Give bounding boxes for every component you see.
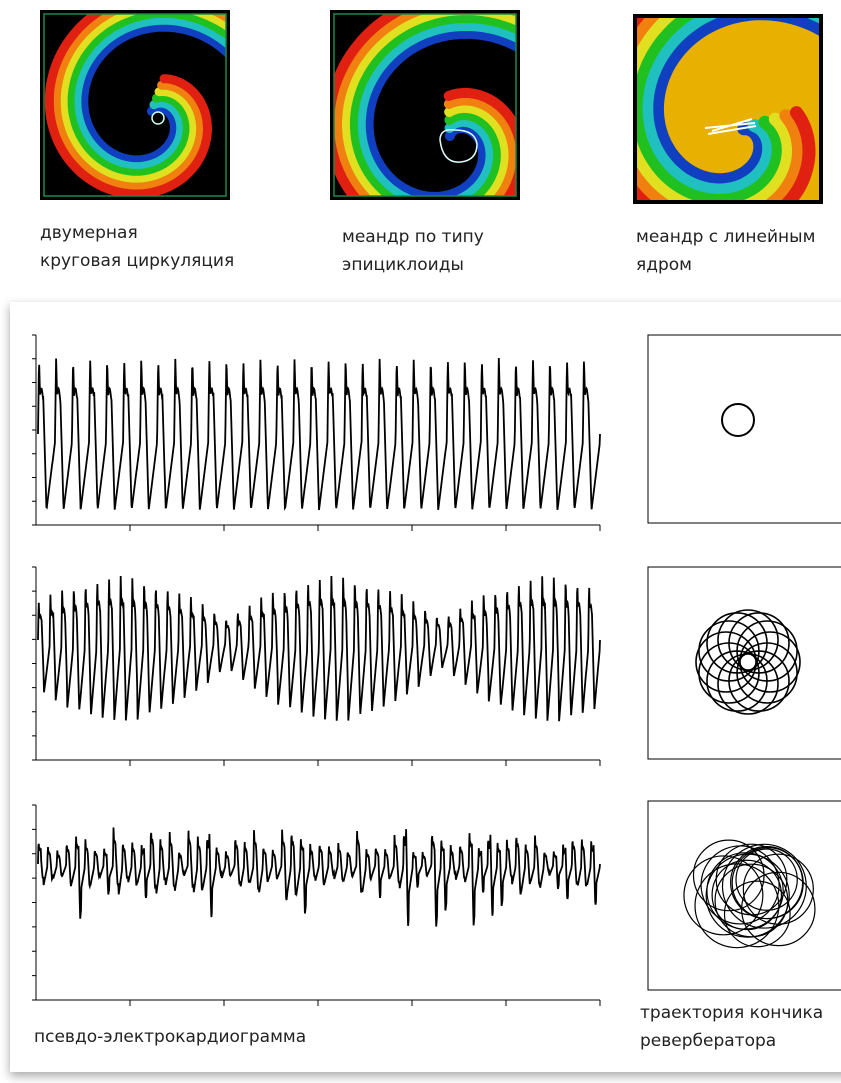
figure-canvas: двумерная круговая циркуляция меандр по … xyxy=(0,0,841,1083)
figure: двумерная круговая циркуляция меандр по … xyxy=(0,0,841,1083)
caption: траектория кончика xyxy=(640,1003,823,1023)
caption: эпициклоиды xyxy=(342,255,464,275)
caption: меандр по типу xyxy=(342,227,484,247)
caption: круговая циркуляция xyxy=(40,251,234,271)
panel xyxy=(10,302,841,1072)
caption: ядром xyxy=(636,255,692,275)
caption: псевдо-электрокардиограмма xyxy=(34,1027,306,1047)
caption: меандр с линейным xyxy=(636,227,815,247)
caption: ревербератора xyxy=(640,1031,776,1051)
caption: двумерная xyxy=(40,223,138,243)
